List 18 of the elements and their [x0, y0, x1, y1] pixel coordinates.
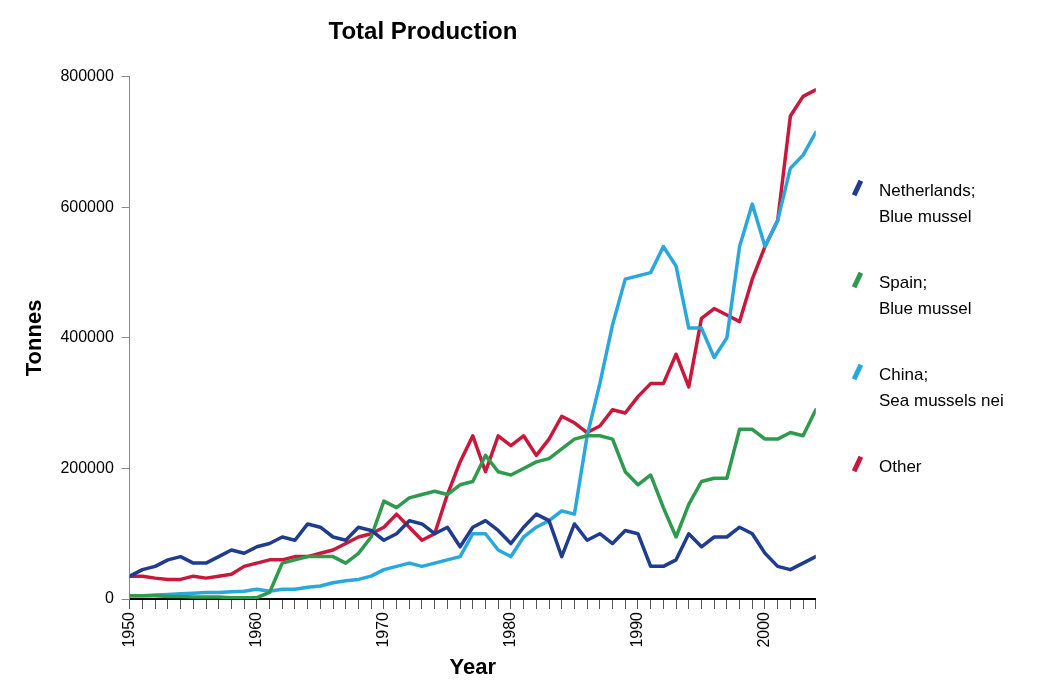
x-tick-label: 1990	[628, 611, 646, 648]
y-tick-label: 600000	[60, 197, 114, 215]
x-tick-label: 1980	[501, 611, 519, 648]
x-axis-title: Year	[449, 653, 497, 679]
y-tick-label: 400000	[60, 328, 114, 346]
x-tick-label: 1960	[247, 611, 265, 648]
legend-label: China; Sea mussels nei	[879, 364, 1004, 412]
y-tick-label: 200000	[60, 458, 114, 476]
x-tick-label: 1950	[120, 611, 138, 648]
y-axis-title: Tonnes	[21, 299, 47, 377]
legend-label: Other	[879, 456, 922, 478]
y-tick-label: 800000	[60, 67, 114, 85]
y-tick-label: 0	[104, 589, 114, 607]
x-tick-label: 2000	[755, 611, 773, 648]
legend-label: Netherlands; Blue mussel	[879, 180, 976, 228]
chart-title: Total Production	[328, 17, 518, 45]
x-tick-label: 1970	[374, 611, 392, 648]
legend-label: Spain; Blue mussel	[879, 272, 972, 320]
